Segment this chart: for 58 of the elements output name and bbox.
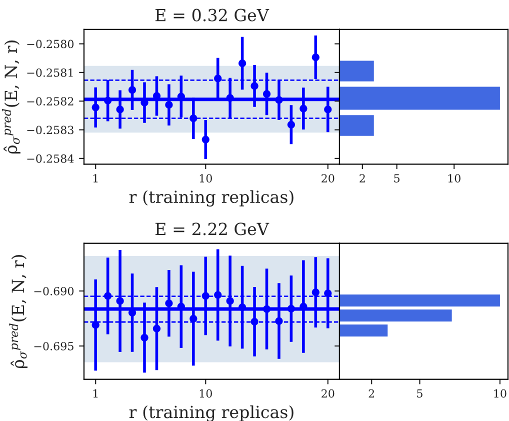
point bbox=[140, 334, 148, 342]
point bbox=[238, 59, 246, 68]
point bbox=[275, 317, 283, 325]
x-tick-label: 10 bbox=[200, 389, 212, 398]
point bbox=[250, 82, 258, 90]
point bbox=[190, 114, 198, 122]
y-tick-label: −0.2581 bbox=[27, 68, 73, 77]
x-axis-title: r (training replicas) bbox=[129, 190, 294, 207]
point bbox=[287, 304, 296, 312]
x-tick-label: 10 bbox=[448, 174, 460, 183]
point bbox=[324, 289, 332, 298]
x-tick-label: 5 bbox=[394, 174, 400, 183]
point bbox=[300, 104, 308, 112]
x-tick-label: 2 bbox=[360, 174, 365, 182]
y-tick-label: −0.2583 bbox=[27, 126, 74, 134]
point bbox=[262, 305, 271, 313]
point bbox=[152, 324, 161, 332]
point bbox=[324, 106, 332, 114]
point bbox=[202, 136, 210, 144]
point bbox=[116, 297, 124, 305]
point bbox=[190, 314, 198, 323]
x-tick-label: 20 bbox=[322, 389, 334, 398]
point bbox=[104, 96, 112, 104]
point bbox=[214, 74, 222, 82]
x-tick-label: 5 bbox=[417, 389, 422, 398]
point bbox=[226, 297, 234, 305]
y-tick-label: −0.690 bbox=[34, 286, 74, 296]
x-tick-label: 1 bbox=[93, 174, 98, 182]
point bbox=[104, 292, 112, 300]
point bbox=[116, 106, 124, 114]
y-tick-label: −0.2582 bbox=[27, 97, 74, 106]
point bbox=[287, 120, 296, 128]
y-axis-title: ρ̂$_{σ}$$^{pred}$(E, N, r) bbox=[9, 255, 28, 368]
point bbox=[238, 303, 246, 312]
chart-title: E = 2.22 GeV bbox=[155, 222, 270, 236]
y-tick-label: −0.695 bbox=[34, 342, 74, 350]
point bbox=[262, 90, 271, 98]
point bbox=[165, 299, 173, 308]
x-tick-label: 1 bbox=[93, 389, 98, 398]
x-tick-label: 10 bbox=[494, 389, 506, 398]
x-tick-label: 10 bbox=[200, 174, 212, 183]
point bbox=[250, 318, 258, 326]
y-tick-label: −0.2580 bbox=[27, 40, 74, 48]
point bbox=[312, 288, 320, 296]
x-tick-label: 2 bbox=[368, 389, 374, 398]
point bbox=[165, 101, 173, 109]
point bbox=[312, 53, 320, 62]
point bbox=[275, 96, 283, 104]
point bbox=[92, 104, 100, 112]
chart-title: E = 0.32 GeV bbox=[155, 8, 270, 22]
point bbox=[226, 94, 234, 102]
y-axis-title: ρ̂$_{σ}$$^{pred}$(E, N, r) bbox=[2, 40, 20, 154]
point bbox=[92, 321, 100, 329]
x-tick-label: 20 bbox=[322, 174, 334, 183]
point bbox=[128, 86, 136, 94]
point bbox=[214, 291, 222, 299]
y-tick-label: −0.2584 bbox=[27, 154, 74, 163]
point bbox=[202, 292, 210, 300]
